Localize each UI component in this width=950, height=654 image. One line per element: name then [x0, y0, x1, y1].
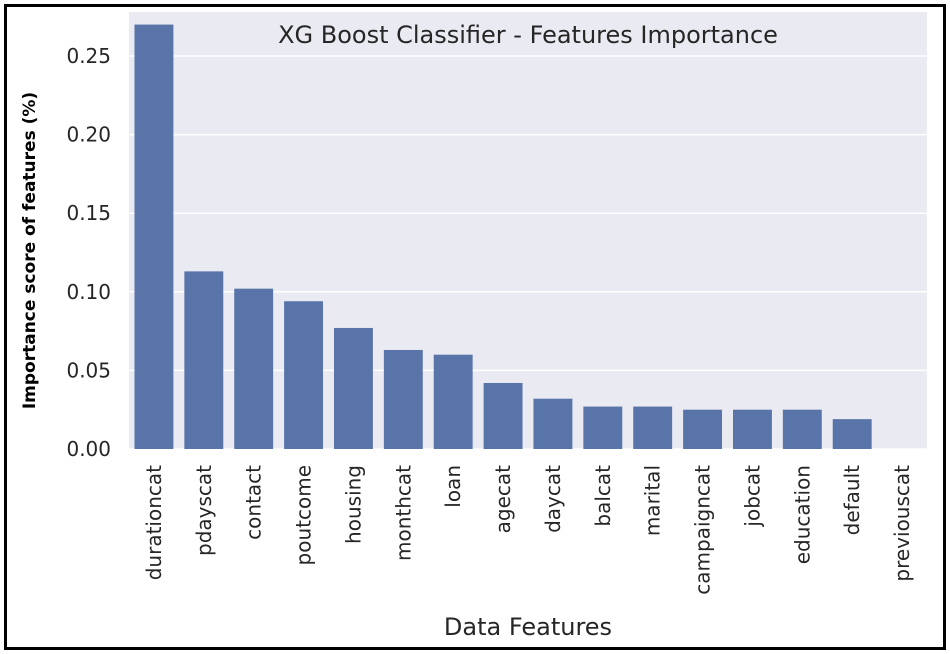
x-tick-label-jobcat: jobcat	[740, 465, 764, 528]
x-tick-label-contact: contact	[242, 465, 266, 540]
bar-pdayscat	[184, 271, 224, 449]
x-tick-labels: durationcat pdayscat contact poutcome housin…	[142, 465, 914, 595]
x-tick-label-balcat: balcat	[591, 465, 615, 527]
bar-housing	[333, 327, 373, 449]
bar-marital	[633, 406, 673, 449]
x-tick-label-education: education	[790, 465, 814, 564]
figure-frame: 0.00 0.05 0.10 0.15 0.20 0.25 durationcat pday…	[4, 4, 946, 650]
y-tick-label: 0.25	[66, 44, 111, 68]
x-tick-label-agecat: agecat	[491, 465, 515, 534]
x-tick-label-campaigncat: campaigncat	[691, 465, 715, 595]
bar-daycat	[533, 398, 573, 449]
bar-durationcat	[134, 24, 174, 450]
x-tick-label-durationcat: durationcat	[142, 465, 166, 580]
bars	[134, 24, 872, 450]
bar-default	[832, 419, 872, 449]
y-tick-label: 0.15	[66, 201, 111, 225]
bar-campaigncat	[683, 409, 723, 449]
x-tick-label-poutcome: poutcome	[292, 465, 316, 565]
y-tick-labels: 0.00 0.05 0.10 0.15 0.20 0.25	[66, 44, 111, 461]
x-tick-label-previouscat: previouscat	[890, 465, 914, 582]
y-tick-label: 0.10	[66, 280, 111, 304]
bar-education	[782, 409, 822, 449]
x-tick-label-housing: housing	[341, 465, 365, 544]
bar-chart: 0.00 0.05 0.10 0.15 0.20 0.25 durationcat pday…	[20, 12, 927, 641]
bar-jobcat	[732, 409, 772, 449]
x-axis-label: Data Features	[444, 613, 612, 641]
bar-balcat	[583, 406, 623, 449]
bar-poutcome	[284, 301, 324, 449]
bar-loan	[433, 354, 473, 449]
bar-monthcat	[383, 349, 423, 449]
y-tick-label: 0.20	[66, 123, 111, 147]
bar-agecat	[483, 382, 523, 449]
bar-contact	[234, 288, 274, 449]
y-tick-label: 0.05	[66, 358, 111, 382]
y-axis-label: Importance score of features (%)	[20, 92, 40, 409]
chart-title: XG Boost Classifier - Features Importanc…	[278, 21, 778, 49]
x-tick-label-monthcat: monthcat	[391, 465, 415, 561]
x-tick-label-loan: loan	[441, 465, 465, 508]
x-tick-label-daycat: daycat	[541, 465, 565, 533]
x-tick-label-default: default	[840, 465, 864, 536]
y-tick-label: 0.00	[66, 437, 111, 461]
x-tick-label-marital: marital	[641, 465, 665, 536]
x-tick-label-pdayscat: pdayscat	[192, 465, 216, 556]
